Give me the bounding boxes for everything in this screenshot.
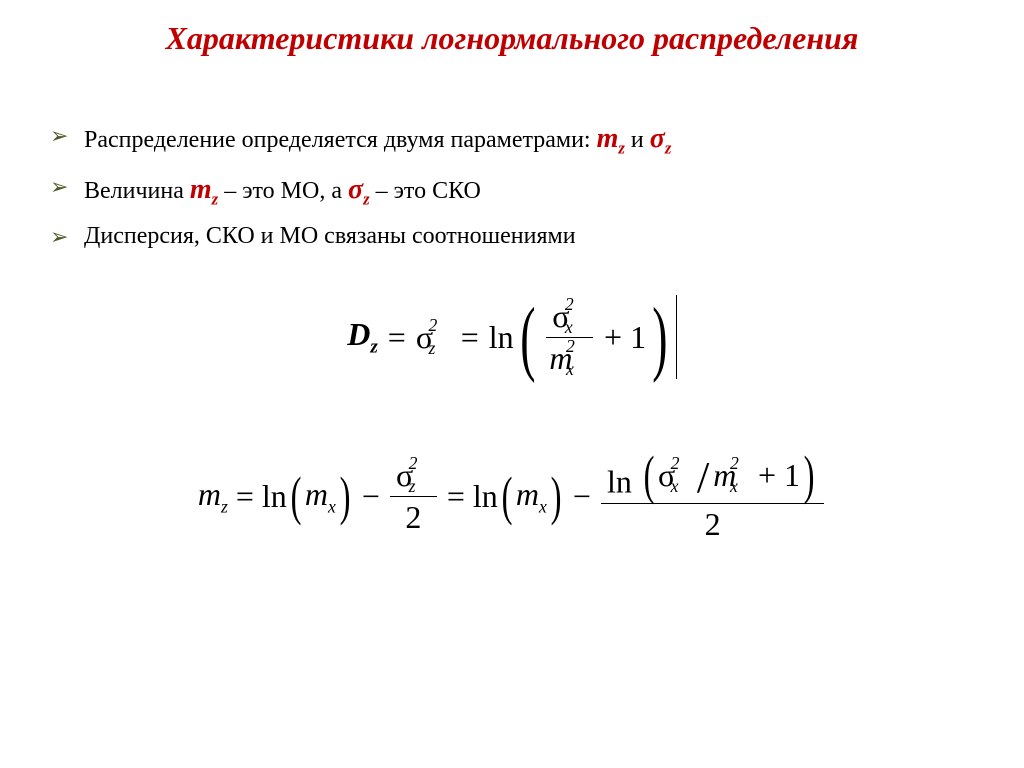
param-sigmaz: σz: [650, 123, 672, 154]
ln-op: ln: [262, 478, 287, 515]
bullet-post: – это СКО: [370, 178, 481, 204]
text-cursor-icon: [676, 295, 677, 379]
Dz: Dz: [347, 316, 378, 358]
plus-one: + 1: [604, 319, 646, 356]
formula-mean: mz = ln ( mx ) − σ 2 z 2 =: [50, 449, 974, 543]
bullet-text: Величина: [84, 178, 190, 204]
bullet-item-2: Величина mz – это МО, а σz – это СКО: [50, 168, 974, 213]
param-sigmaz: σz: [348, 174, 370, 205]
ln-op: ln: [473, 478, 498, 515]
equals-2: =: [461, 319, 479, 356]
bullet-item-1: Распределение определяется двумя парамет…: [50, 117, 974, 162]
param-mz: mz: [597, 123, 625, 154]
bullet-mid: – это МО, а: [218, 178, 348, 204]
minus-1: −: [362, 478, 380, 515]
equals-4: =: [447, 478, 465, 515]
fraction-sigma-2: σ 2 z 2: [390, 457, 437, 536]
bullet-text: Дисперсия, СКО и МО связаны соотношениям…: [84, 223, 576, 249]
fraction-ln-2: ln ( σ 2 x / m 2 x: [601, 449, 824, 543]
param-mz: mz: [190, 174, 218, 205]
formula-area: Dz = σ 2 z = ln ( σ 2 x: [50, 295, 974, 543]
formula-variance: Dz = σ 2 z = ln ( σ 2 x: [50, 295, 974, 379]
equals-3: =: [236, 478, 254, 515]
slide: Характеристики логнормального распределе…: [0, 0, 1024, 768]
mz: mz: [198, 476, 228, 517]
bullet-list: Распределение определяется двумя парамет…: [50, 117, 974, 255]
ln-op: ln: [489, 319, 514, 356]
slide-title: Характеристики логнормального распределе…: [50, 20, 974, 57]
bullet-mid: и: [625, 127, 650, 153]
paren-mx-1: ( mx ): [287, 472, 354, 521]
paren-big: ( σ 2 x m 2 x: [514, 298, 674, 377]
bullet-text: Распределение определяется двумя парамет…: [84, 127, 597, 153]
paren-mx-2: ( mx ): [498, 472, 565, 521]
equals-1: =: [388, 319, 406, 356]
bullet-item-3: Дисперсия, СКО и МО связаны соотношениям…: [50, 218, 974, 255]
fraction-sigma-m: σ 2 x m 2 x: [543, 298, 596, 377]
sigma-z-sq: σ 2 z: [416, 319, 451, 356]
minus-2: −: [573, 478, 591, 515]
